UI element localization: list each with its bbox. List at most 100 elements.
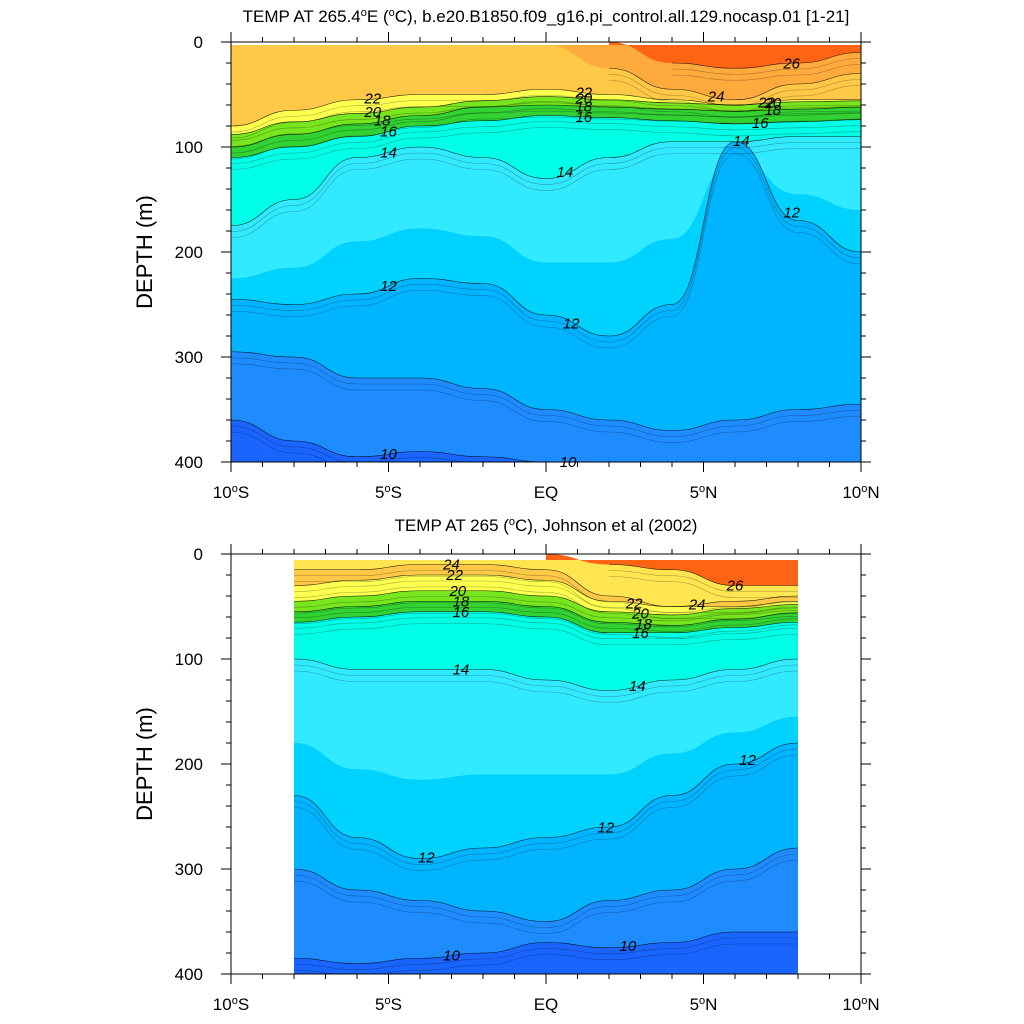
contour-label: 24 [442,557,460,574]
contour-t26-minor [608,576,798,598]
panel-title: TEMP AT 265.4oE (oC), b.e20.B1850.f09_g1… [243,7,850,26]
contour-labels: 2220181614121022201816141210242622201816… [363,56,800,471]
contour-t10-minor [293,937,798,970]
contour-label: 12 [418,849,435,866]
axes: 0 100 200 300 400 10oS 5oS EQ 5oN 10oN [175,544,880,1014]
x-tick-label: EQ [534,995,559,1014]
contour-label: 22 [625,595,643,612]
contour-t22-minor [293,586,799,619]
contour-label: 18 [453,593,470,610]
contour-t26-minor [608,570,798,592]
contour-t26 [608,564,798,586]
contour-t10 [293,931,798,964]
contour-label: 20 [631,605,649,622]
contour-t20 [293,590,799,616]
axes: 0 100 200 300 400 10oS 5oS EQ 5oN 10oN [175,32,880,502]
contour-t10-minor [231,431,329,462]
contour-label: 24 [688,596,706,613]
contour-t24-minor [608,73,861,107]
contour-label: 16 [632,625,649,642]
contour-t11-minor [293,859,799,934]
contour-label: 14 [380,144,397,161]
x-tick-label: 5oN [690,483,718,502]
contour-label: 14 [557,164,574,181]
contour-label: 20 [363,104,381,121]
x-tick-label: 10oS [213,483,249,502]
contour-label: 26 [726,578,744,595]
contour-t18 [293,600,799,626]
contour-t12-minor [293,754,799,871]
contour-label: 14 [733,133,750,150]
contour-t16-minor [231,127,861,170]
contour-label: 10 [443,948,460,965]
contour-plot-area [293,554,799,974]
x-tick-label: EQ [534,483,559,502]
contour-label: 12 [563,315,580,332]
y-tick-label: 400 [175,453,203,472]
contour-label: 16 [752,115,769,132]
contour-label: 22 [445,567,463,584]
y-tick-label: 100 [175,650,203,669]
y-tick-label: 0 [194,545,203,564]
band-t10b [231,420,861,462]
contour-t11-minor [231,363,861,443]
contour-label: 22 [574,84,592,101]
contour-t12-minor [231,147,861,343]
y-axis-label: DEPTH (m) [132,707,157,821]
contour-label: 12 [598,820,615,837]
contour-t26-minor [671,58,861,75]
contour-t11-minor [231,357,861,437]
x-tick-label: 10oS [213,995,249,1014]
contour-t20-minor [231,108,861,147]
contour-t11 [231,351,861,431]
contour-t22-minor [231,100,861,139]
contour-t16 [293,611,799,634]
y-tick-label: 100 [175,138,203,157]
contour-t14-minor [231,148,861,239]
contour-label: 20 [574,90,592,107]
contour-label: 12 [380,278,397,295]
contour-t12-minor [293,748,799,865]
contour-t26 [671,52,861,69]
contour-label: 18 [764,102,781,119]
panel-title: TEMP AT 265 (oC), Johnson et al (2002) [395,516,698,535]
contour-t12 [293,742,799,859]
contour-label: 16 [575,109,592,126]
contour-label: 18 [635,616,652,633]
contour-t26-minor [671,64,861,81]
contour-plot-area [231,42,861,462]
contour-t20-minor [231,102,861,141]
y-tick-label: 300 [175,860,203,879]
y-tick-label: 300 [175,348,203,367]
contour-label: 18 [575,98,592,115]
y-tick-label: 0 [194,33,203,52]
contour-t18-minor [293,612,799,638]
contour-t16-minor [231,121,861,164]
contour-label: 26 [782,56,800,73]
x-tick-label: 5oS [375,483,402,502]
contour-t11 [293,847,799,922]
x-tick-label: 10oN [842,995,879,1014]
contour-label: 22 [363,90,381,107]
contour-label: 20 [763,95,781,112]
contour-t16-minor [293,617,799,640]
contour-label: 14 [629,678,646,695]
contour-t18 [231,104,861,148]
contour-t18-minor [231,116,861,160]
contour-t16-minor [293,623,799,646]
contour-t14-minor [293,670,799,703]
contour-label: 16 [453,604,470,621]
contour-t24-minor [608,79,861,113]
contour-t18-minor [231,110,861,154]
contour-t14-minor [231,142,861,233]
contour-t14-minor [293,664,799,697]
contour-t20-minor [293,602,799,628]
contour-t22-minor [231,94,861,133]
contour-t10-minor [231,425,470,462]
contour-t20 [231,96,861,135]
contour-label: 14 [453,662,470,679]
contour-label: 22 [757,94,775,111]
contour-t20-minor [293,596,799,622]
